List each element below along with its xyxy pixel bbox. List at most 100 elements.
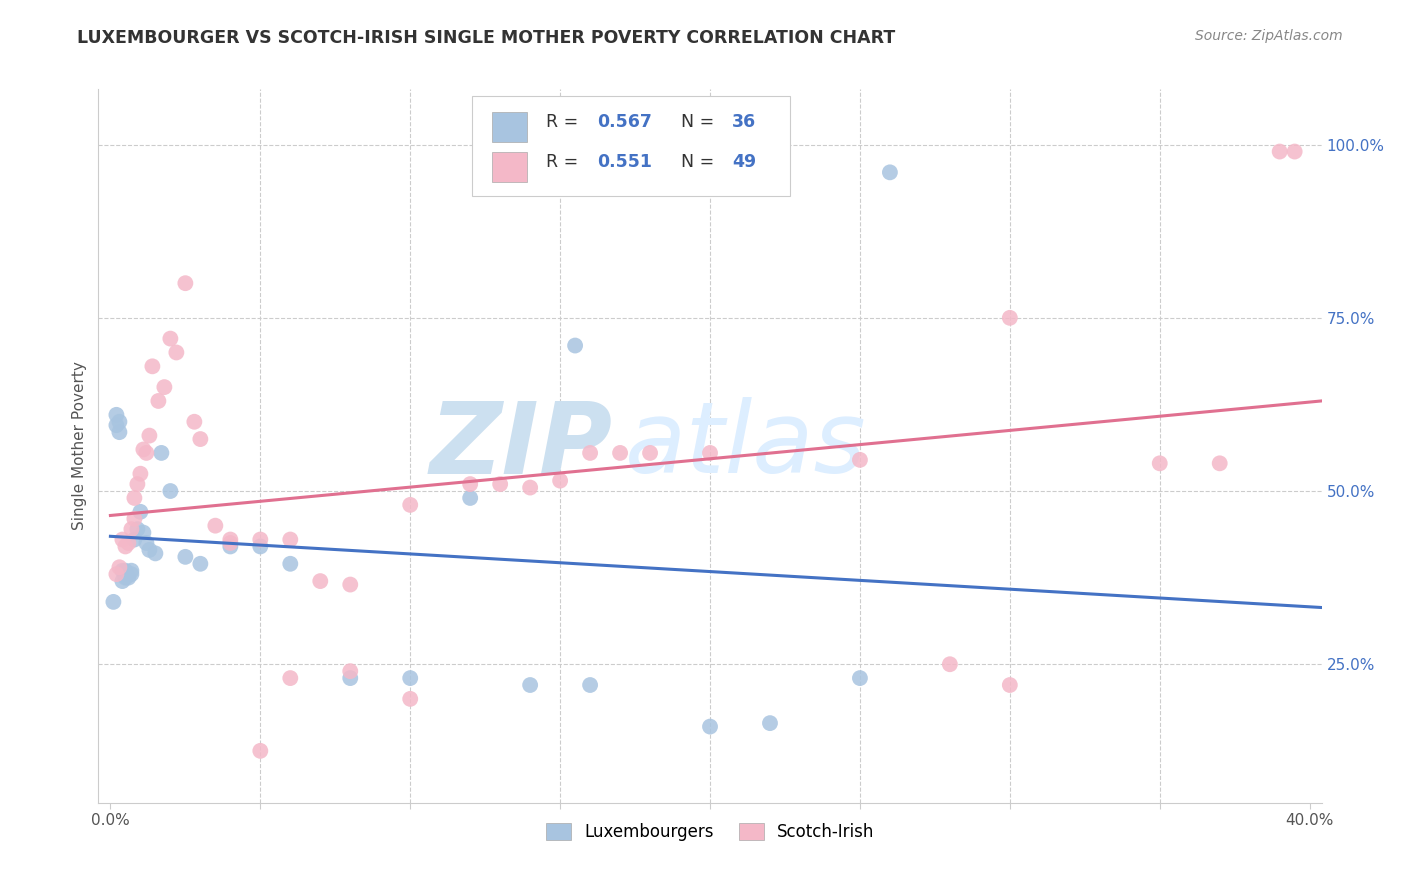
Point (219, 540, 242, 554)
Point (519, 481, 541, 495)
Point (132, 525, 155, 540)
Point (849, 453, 872, 467)
Point (879, 165, 901, 179)
Point (204, 518, 226, 533)
Point (219, 533, 242, 547)
Point (141, 359, 163, 374)
Point (998, 310, 1021, 325)
Point (278, 671, 301, 685)
Point (519, 678, 541, 692)
Point (135, 446, 157, 460)
Point (129, 505, 152, 519)
Point (105, 567, 128, 582)
Point (114, 571, 136, 585)
Point (105, 408, 128, 422)
Point (699, 446, 721, 460)
Point (489, 477, 512, 491)
Point (219, 536, 242, 550)
Point (124, 491, 146, 505)
Point (127, 522, 149, 536)
Point (174, 276, 197, 290)
Point (1268, 145, 1291, 159)
Point (174, 549, 197, 564)
Point (159, 483, 181, 498)
Text: ZIP: ZIP (429, 398, 612, 494)
Point (114, 540, 136, 554)
Point (1284, 145, 1306, 159)
Point (120, 522, 142, 536)
Point (399, 671, 422, 685)
Point (153, 380, 176, 394)
Text: 36: 36 (733, 113, 756, 131)
Point (278, 533, 301, 547)
Point (759, 716, 782, 731)
Point (135, 536, 157, 550)
Point (114, 564, 136, 578)
Point (609, 446, 631, 460)
Text: N =: N = (681, 153, 720, 171)
Point (188, 432, 211, 446)
Point (249, 540, 271, 554)
Point (120, 564, 142, 578)
Text: R =: R = (546, 113, 583, 131)
Point (183, 415, 205, 429)
Point (638, 446, 661, 460)
Point (339, 671, 361, 685)
Point (339, 577, 361, 591)
Point (124, 512, 146, 526)
Point (1149, 456, 1171, 470)
Point (939, 657, 962, 672)
Point (105, 418, 128, 433)
Point (249, 533, 271, 547)
Point (124, 533, 146, 547)
Point (117, 571, 139, 585)
Point (103, 595, 125, 609)
Point (165, 345, 187, 359)
Point (111, 533, 134, 547)
Point (188, 557, 211, 571)
Point (579, 678, 602, 692)
Point (145, 546, 167, 560)
Point (849, 671, 872, 685)
Point (117, 536, 139, 550)
Y-axis label: Single Mother Poverty: Single Mother Poverty (72, 361, 87, 531)
Bar (492, 152, 527, 182)
Point (399, 691, 422, 706)
Point (458, 491, 481, 505)
Bar (492, 112, 527, 142)
Text: atlas: atlas (624, 398, 866, 494)
Point (339, 664, 361, 678)
Point (138, 543, 160, 558)
Point (111, 564, 134, 578)
Point (699, 720, 721, 734)
Point (458, 477, 481, 491)
FancyBboxPatch shape (471, 96, 790, 196)
Text: 0.551: 0.551 (598, 153, 652, 171)
Point (111, 574, 134, 588)
Text: R =: R = (546, 153, 583, 171)
Point (278, 557, 301, 571)
Text: 49: 49 (733, 153, 756, 171)
Point (120, 567, 142, 582)
Point (108, 425, 131, 439)
Point (1208, 456, 1230, 470)
Point (309, 574, 332, 588)
Point (150, 446, 173, 460)
Point (579, 446, 602, 460)
Point (108, 415, 131, 429)
Point (148, 394, 170, 409)
Point (998, 678, 1021, 692)
Point (127, 477, 149, 491)
Point (132, 442, 155, 457)
Text: Source: ZipAtlas.com: Source: ZipAtlas.com (1195, 29, 1343, 43)
Text: N =: N = (681, 113, 720, 131)
Point (564, 338, 586, 352)
Point (548, 474, 571, 488)
Point (108, 560, 131, 574)
Point (129, 467, 152, 481)
Point (399, 498, 422, 512)
Point (138, 428, 160, 442)
Text: LUXEMBOURGER VS SCOTCH-IRISH SINGLE MOTHER POVERTY CORRELATION CHART: LUXEMBOURGER VS SCOTCH-IRISH SINGLE MOTH… (77, 29, 896, 46)
Text: 0.567: 0.567 (598, 113, 652, 131)
Point (249, 744, 271, 758)
